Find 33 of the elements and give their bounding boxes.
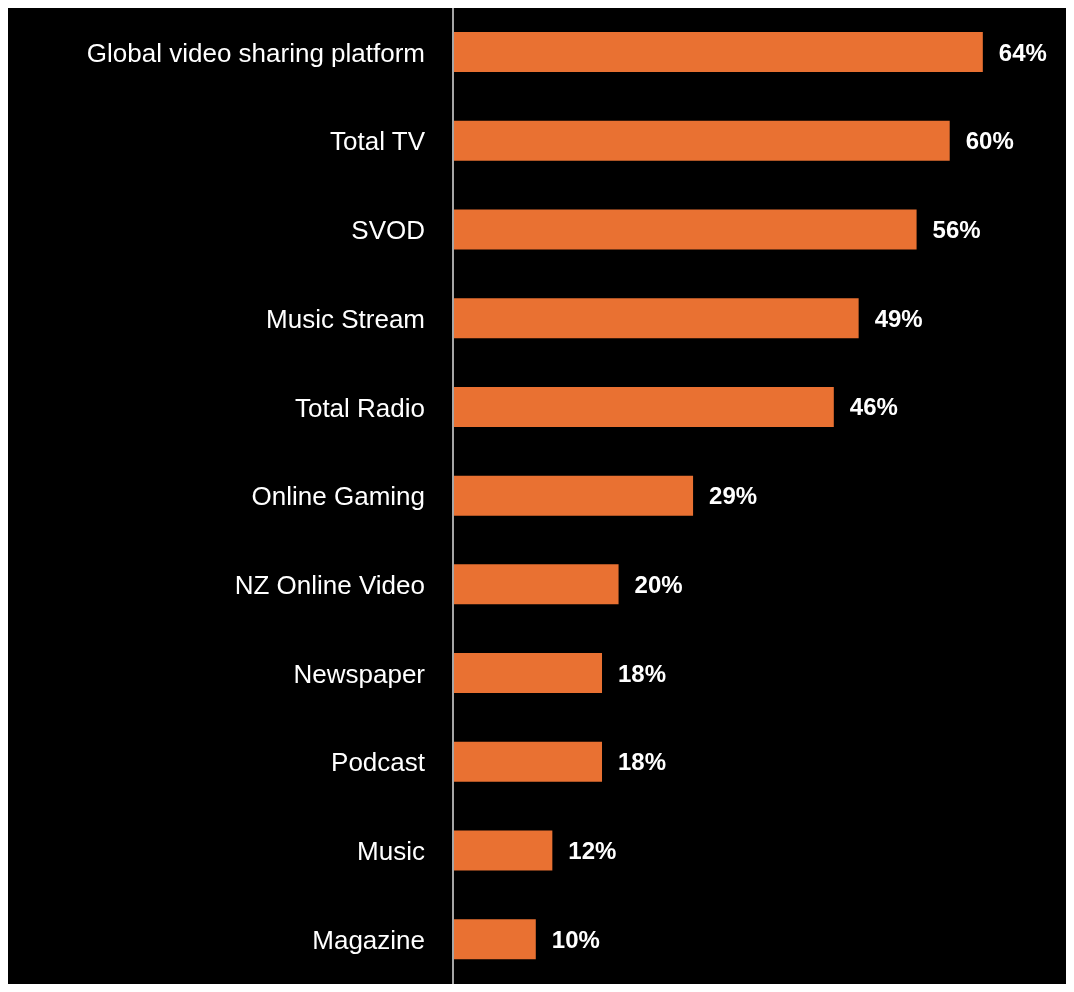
- y-tick-label: Global video sharing platform: [86, 37, 425, 68]
- data-label: 18%: [618, 659, 667, 687]
- data-label: 46%: [849, 393, 898, 421]
- bar: [453, 919, 536, 960]
- y-tick-label: Music Stream: [266, 303, 425, 334]
- bar: [453, 475, 694, 516]
- data-label: 20%: [634, 570, 683, 598]
- y-tick-label: Total TV: [330, 126, 426, 157]
- data-label: 64%: [998, 38, 1047, 66]
- bar: [453, 298, 859, 339]
- bar: [453, 741, 603, 782]
- y-tick-label: Total Radio: [294, 392, 425, 423]
- y-tick-label: Newspaper: [293, 658, 426, 689]
- data-label: 56%: [932, 215, 981, 243]
- bar: [453, 386, 834, 427]
- y-tick-label: Music: [357, 836, 425, 867]
- data-label: 12%: [568, 837, 617, 865]
- data-label: 29%: [709, 482, 758, 510]
- bar: [453, 564, 619, 605]
- y-tick-label: SVOD: [351, 215, 425, 246]
- bar: [453, 32, 983, 72]
- data-label: 10%: [551, 925, 600, 953]
- y-tick-label: Online Gaming: [251, 481, 425, 512]
- data-label: 60%: [965, 127, 1014, 155]
- bar: [453, 653, 603, 694]
- bar: [453, 209, 917, 250]
- data-label: 18%: [618, 748, 667, 776]
- bar: [453, 120, 950, 161]
- bar: [453, 830, 553, 871]
- y-tick-label: NZ Online Video: [234, 569, 425, 600]
- y-tick-label: Magazine: [312, 924, 425, 955]
- data-label: 49%: [874, 304, 923, 332]
- y-tick-label: Podcast: [331, 747, 426, 778]
